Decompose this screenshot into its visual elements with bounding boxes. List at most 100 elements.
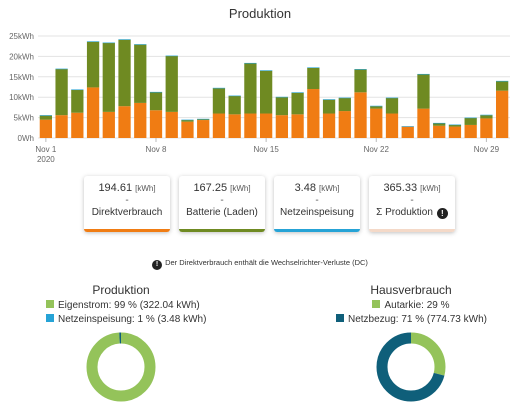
produktion-donut [86, 332, 156, 402]
x-tick-sublabel: 2020 [37, 155, 55, 164]
legend-swatch [372, 300, 381, 308]
legend-autarkie[interactable]: Autarkie: 29 % [336, 299, 486, 313]
bar-segment [118, 39, 131, 40]
panel-title: Hausverbrauch [370, 283, 452, 297]
bar-segment [228, 95, 241, 115]
hausverbrauch-panel: Hausverbrauch Autarkie: 29 % Netzbezug: … [336, 283, 487, 403]
bar-segment [370, 108, 383, 138]
bar-segment [55, 69, 68, 116]
bar-segment [354, 92, 367, 138]
bar-segment [370, 106, 383, 109]
legend-netzbezug[interactable]: Netzbezug: 71 % (774.73 kWh) [336, 313, 487, 327]
bar-segment [118, 106, 131, 138]
bar-segment [149, 92, 163, 111]
bar-segment [197, 119, 210, 121]
bar-segment [149, 91, 163, 93]
legend-label: Netzeinspeisung: 1 % (3.48 kWh) [58, 314, 207, 325]
bar-segment [291, 114, 304, 138]
x-tick-label: Nov 29 [474, 145, 500, 154]
y-tick-label: 15kWh [9, 73, 34, 82]
y-tick-label: 5kWh [14, 114, 34, 123]
info-icon[interactable]: ! [436, 208, 448, 219]
donut-slice [376, 332, 446, 402]
bar-segment [102, 42, 115, 44]
legend-swatch [336, 314, 344, 322]
bar-segment [134, 44, 147, 45]
card-value: 3.48 [294, 182, 316, 194]
bar-segment [71, 89, 84, 91]
produktion-panel: Produktion Eigenstrom: 99 % (322.04 kWh)… [46, 283, 206, 403]
hausverbrauch-donut [376, 332, 446, 402]
y-tick-label: 20kWh [9, 52, 34, 61]
card-direktverbrauch: 194.61 [kWh] - Direktverbrauch [84, 176, 170, 232]
card-unit: [kWh] [318, 184, 340, 193]
bar-segment [228, 114, 241, 138]
bar-segment [338, 98, 351, 112]
bar-segment [197, 118, 210, 120]
legend-swatch [46, 314, 54, 322]
direktverbrauch-note: ! Der Direktverbrauch enthält die Wechsel… [0, 258, 520, 270]
x-tick-label: Nov 1 [35, 145, 56, 154]
bar-segment [322, 99, 336, 114]
bar-segment [71, 112, 84, 138]
card-label: Netzeinspeisung [280, 207, 354, 218]
bar-segment [259, 113, 273, 138]
panel-title: Produktion [92, 283, 150, 297]
bar-segment [39, 115, 53, 116]
bar-segment [134, 102, 147, 138]
x-tick-label: Nov 15 [253, 145, 279, 154]
donut-slice [86, 332, 156, 402]
info-icon: ! [152, 260, 163, 270]
card-label: Σ Produktion! [369, 207, 455, 219]
y-tick-label: 10kWh [9, 93, 34, 102]
bar-segment [71, 89, 84, 113]
card-dash: - [125, 195, 129, 206]
bar-segment [370, 105, 383, 107]
chart-title: Produktion [228, 6, 292, 21]
legend-eigenstrom[interactable]: Eigenstrom: 99 % (322.04 kWh) [46, 299, 200, 313]
card-dash: - [220, 195, 224, 206]
card-value: 194.61 [98, 182, 133, 194]
bar-segment [118, 39, 131, 107]
bar-segment [480, 114, 493, 116]
bar-segment [86, 87, 100, 138]
bar-segment [322, 99, 336, 100]
legend-label: Netzbezug: 71 % (774.73 kWh) [348, 314, 487, 325]
bar-segment [448, 124, 462, 126]
bar-segment [307, 89, 320, 138]
card-color-bar [369, 229, 455, 232]
bar-segment [464, 117, 477, 119]
bar-segment [480, 115, 493, 119]
bar-segment [322, 113, 336, 138]
legend-netzeinspeisung[interactable]: Netzeinspeisung: 1 % (3.48 kWh) [46, 313, 206, 327]
donut-slice [86, 332, 156, 402]
card-dash: - [410, 195, 414, 206]
bar-segment [244, 62, 257, 64]
card-netzeinspeisung: 3.48 [kWh] - Netzeinspeisung [274, 176, 360, 232]
bar-segment [134, 44, 147, 103]
bar-segment [385, 98, 399, 114]
bar-segment [165, 55, 178, 57]
card-produktion: 365.33 [kWh] - Σ Produktion! [369, 176, 455, 232]
bar-segment [212, 113, 226, 138]
bar-segment [275, 115, 289, 138]
card-color-bar [84, 229, 170, 232]
bar-segment [495, 80, 509, 82]
card-unit: [kWh] [135, 184, 156, 193]
bar-segment [417, 73, 430, 75]
legend-swatch [46, 300, 54, 308]
y-tick-label: 0Wh [18, 134, 34, 143]
summary-cards: 194.61 [kWh] - Direktverbrauch 167.25 [kWh… [84, 176, 455, 232]
bar-segment [464, 118, 477, 125]
bar-segment [464, 124, 477, 138]
bar-segment [86, 41, 100, 88]
card-batterie: 167.25 [kWh] - Batterie (Laden) [179, 176, 265, 232]
bar-segment [385, 97, 399, 99]
bar-segment [212, 88, 226, 114]
bar-segment [149, 110, 163, 138]
bar-segment [165, 111, 178, 138]
bar-segment [417, 74, 430, 109]
bar-segment [480, 118, 493, 138]
bar-segment [401, 126, 414, 127]
bar-segment [39, 115, 53, 120]
